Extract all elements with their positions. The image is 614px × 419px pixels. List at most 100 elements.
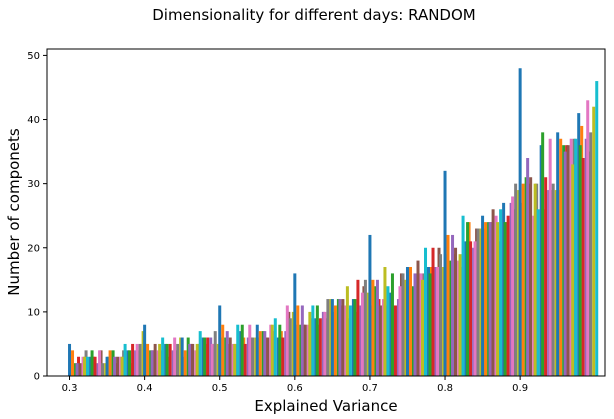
bar: [356, 279, 360, 376]
bar: [113, 356, 117, 376]
bar: [128, 350, 132, 376]
bar: [428, 273, 432, 376]
bar: [240, 324, 244, 376]
bar: [518, 68, 522, 377]
x-tick-label: 0.5: [212, 383, 228, 394]
bar: [288, 318, 292, 376]
bar: [168, 343, 172, 376]
bar: [436, 267, 440, 376]
bar: [503, 222, 507, 376]
bar: [173, 337, 177, 376]
bar: [108, 350, 112, 376]
bar: [90, 350, 94, 376]
bar: [338, 299, 342, 376]
y-tick-label: 0: [34, 372, 40, 383]
bar: [120, 356, 124, 376]
bar: [188, 343, 192, 376]
bar: [574, 138, 578, 376]
bar: [105, 356, 109, 376]
bars-group: [68, 68, 599, 377]
bar: [592, 106, 596, 377]
bar: [213, 331, 217, 376]
bar: [345, 286, 349, 376]
bar: [484, 222, 488, 376]
bar: [165, 343, 169, 376]
bar: [228, 337, 232, 376]
bar: [281, 337, 285, 376]
bar: [469, 241, 473, 376]
bar: [93, 356, 97, 376]
bar: [86, 356, 90, 376]
bar: [206, 337, 210, 376]
bar: [578, 145, 582, 376]
bar: [424, 247, 428, 376]
bar: [146, 343, 150, 376]
bar: [123, 343, 127, 376]
bar: [285, 305, 289, 376]
bar: [251, 337, 255, 376]
bar: [363, 279, 367, 376]
bar: [408, 267, 412, 376]
bar: [473, 241, 477, 376]
bar: [135, 343, 139, 376]
bar: [443, 170, 447, 376]
bar: [183, 350, 187, 376]
bar: [536, 209, 540, 376]
bar: [210, 343, 214, 376]
bar: [481, 215, 485, 376]
bar: [243, 343, 247, 376]
bar: [150, 350, 154, 376]
bar: [499, 209, 503, 376]
bar: [454, 247, 458, 376]
bar: [566, 145, 570, 376]
bar: [273, 318, 277, 376]
bar: [393, 305, 397, 376]
bar: [378, 305, 382, 376]
bar: [116, 356, 120, 376]
x-tick-label: 0.6: [287, 383, 303, 394]
bar: [586, 100, 590, 376]
x-tick-label: 0.7: [362, 383, 378, 394]
bar: [416, 260, 420, 376]
bar: [203, 337, 207, 376]
bar: [303, 324, 307, 376]
bar: [529, 177, 533, 376]
bar: [541, 132, 545, 376]
bar: [296, 305, 300, 376]
chart-title: Dimensionality for different days: RANDO…: [152, 6, 475, 24]
bar: [266, 337, 270, 376]
bar: [491, 209, 495, 376]
bar: [195, 343, 199, 376]
bar: [180, 337, 184, 376]
bar: [386, 286, 390, 376]
bar: [236, 324, 240, 376]
bar: [221, 324, 225, 376]
bar: [556, 132, 560, 376]
bar: [488, 222, 492, 376]
bar: [461, 215, 465, 376]
bar: [278, 324, 282, 376]
bar: [83, 356, 87, 376]
y-tick-label: 20: [27, 243, 40, 254]
bar: [176, 343, 180, 376]
bar: [559, 138, 563, 376]
bar: [533, 183, 537, 376]
bar: [439, 254, 443, 376]
bar: [131, 343, 135, 376]
y-axis-label: Number of componets: [5, 128, 23, 296]
bar: [398, 286, 402, 376]
bar: [375, 279, 379, 376]
bar: [270, 324, 274, 376]
bar: [71, 350, 75, 376]
bar: [506, 215, 510, 376]
bar: [225, 331, 229, 376]
bar: [581, 158, 585, 376]
bar: [589, 132, 593, 376]
bar: [330, 299, 334, 376]
bar: [401, 273, 405, 376]
bar: [326, 299, 330, 376]
bar: [451, 234, 455, 376]
bar: [300, 305, 304, 376]
bar: [544, 177, 548, 376]
